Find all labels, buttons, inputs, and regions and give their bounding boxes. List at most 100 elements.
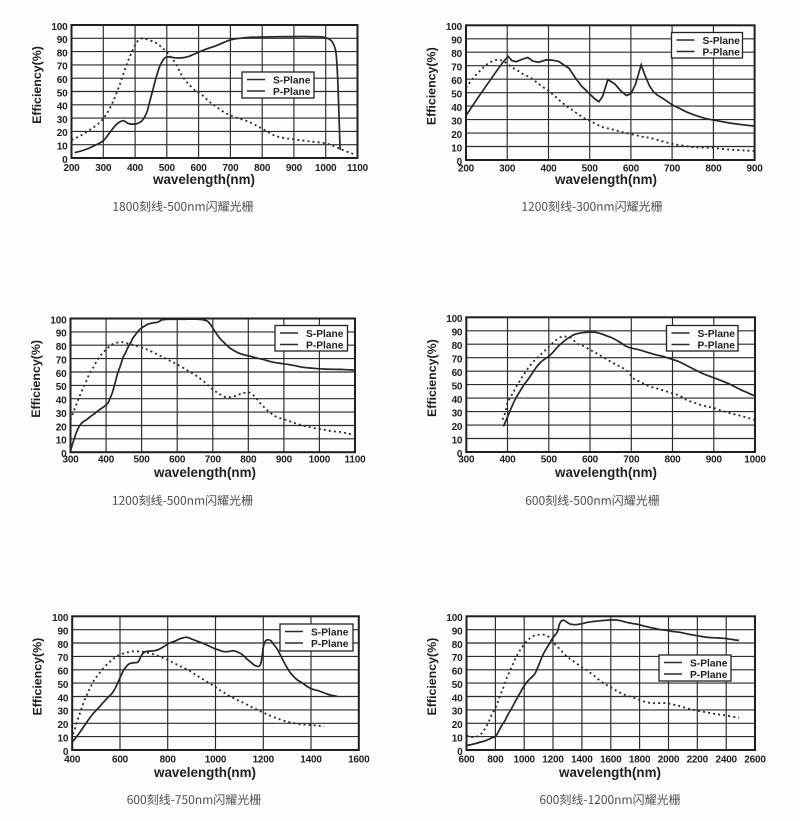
svg-text:800: 800 bbox=[254, 163, 271, 174]
svg-text:50: 50 bbox=[451, 90, 462, 101]
svg-text:40: 40 bbox=[452, 395, 463, 406]
svg-text:10: 10 bbox=[57, 733, 68, 744]
svg-text:60: 60 bbox=[451, 76, 462, 87]
svg-text:80: 80 bbox=[57, 640, 68, 651]
svg-text:300: 300 bbox=[62, 455, 79, 466]
svg-text:30: 30 bbox=[451, 116, 462, 127]
svg-text:1000: 1000 bbox=[315, 163, 337, 174]
svg-text:S-Plane: S-Plane bbox=[690, 658, 728, 669]
svg-text:P-Plane: P-Plane bbox=[703, 47, 741, 58]
svg-text:wavelength(nm): wavelength(nm) bbox=[153, 765, 256, 780]
svg-text:400: 400 bbox=[64, 755, 81, 766]
svg-text:900: 900 bbox=[747, 164, 764, 175]
svg-text:wavelength(nm): wavelength(nm) bbox=[554, 465, 657, 480]
svg-text:90: 90 bbox=[451, 36, 462, 47]
svg-text:S-Plane: S-Plane bbox=[273, 75, 311, 86]
svg-text:20: 20 bbox=[452, 720, 463, 731]
svg-text:Efficiency(%): Efficiency(%) bbox=[425, 638, 439, 716]
svg-text:100: 100 bbox=[51, 22, 68, 33]
svg-text:30: 30 bbox=[57, 707, 68, 718]
svg-text:600: 600 bbox=[582, 455, 599, 466]
svg-text:40: 40 bbox=[56, 396, 67, 407]
svg-text:10: 10 bbox=[56, 436, 67, 447]
svg-text:30: 30 bbox=[452, 707, 463, 718]
svg-text:wavelength(nm): wavelength(nm) bbox=[153, 465, 256, 480]
svg-text:S-Plane: S-Plane bbox=[311, 627, 349, 638]
svg-text:1200: 1200 bbox=[542, 755, 564, 766]
svg-text:S-Plane: S-Plane bbox=[306, 329, 344, 340]
svg-text:60: 60 bbox=[452, 368, 463, 379]
svg-text:800: 800 bbox=[487, 755, 504, 766]
svg-text:800: 800 bbox=[160, 755, 177, 766]
svg-text:90: 90 bbox=[452, 627, 463, 638]
svg-text:80: 80 bbox=[451, 49, 462, 60]
svg-text:10: 10 bbox=[452, 733, 463, 744]
svg-text:S-Plane: S-Plane bbox=[698, 329, 736, 340]
svg-text:2400: 2400 bbox=[715, 755, 737, 766]
svg-text:400: 400 bbox=[499, 455, 516, 466]
svg-text:70: 70 bbox=[452, 355, 463, 366]
svg-text:wavelength(nm): wavelength(nm) bbox=[554, 172, 657, 187]
svg-text:P-Plane: P-Plane bbox=[306, 340, 344, 351]
svg-text:1200: 1200 bbox=[253, 755, 275, 766]
svg-text:10: 10 bbox=[57, 142, 68, 153]
svg-text:700: 700 bbox=[205, 455, 222, 466]
svg-text:Efficiency(%): Efficiency(%) bbox=[425, 339, 439, 417]
svg-text:0: 0 bbox=[457, 449, 463, 460]
svg-text:1000: 1000 bbox=[744, 455, 766, 466]
svg-text:800: 800 bbox=[664, 455, 681, 466]
svg-text:50: 50 bbox=[57, 680, 68, 691]
svg-text:500: 500 bbox=[541, 455, 558, 466]
svg-text:600: 600 bbox=[169, 455, 186, 466]
svg-text:2600: 2600 bbox=[744, 755, 766, 766]
svg-text:80: 80 bbox=[57, 48, 68, 59]
svg-text:70: 70 bbox=[57, 62, 68, 73]
svg-text:30: 30 bbox=[56, 409, 67, 420]
svg-text:10: 10 bbox=[452, 435, 463, 446]
svg-text:Efficiency(%): Efficiency(%) bbox=[31, 638, 45, 716]
svg-text:200: 200 bbox=[458, 164, 475, 175]
svg-text:600: 600 bbox=[112, 755, 129, 766]
svg-text:80: 80 bbox=[452, 341, 463, 352]
svg-text:90: 90 bbox=[56, 329, 67, 340]
svg-text:500: 500 bbox=[134, 455, 151, 466]
svg-text:20: 20 bbox=[56, 422, 67, 433]
svg-text:70: 70 bbox=[56, 355, 67, 366]
svg-text:P-Plane: P-Plane bbox=[690, 670, 728, 681]
svg-text:0: 0 bbox=[63, 747, 69, 758]
svg-text:Efficiency(%): Efficiency(%) bbox=[425, 47, 439, 125]
svg-text:100: 100 bbox=[50, 315, 67, 326]
svg-text:70: 70 bbox=[57, 653, 68, 664]
svg-text:60: 60 bbox=[452, 667, 463, 678]
svg-text:40: 40 bbox=[57, 693, 68, 704]
svg-text:2200: 2200 bbox=[687, 755, 709, 766]
svg-text:wavelength(nm): wavelength(nm) bbox=[152, 172, 255, 187]
svg-text:600: 600 bbox=[191, 163, 208, 174]
svg-text:700: 700 bbox=[222, 163, 239, 174]
svg-text:40: 40 bbox=[452, 693, 463, 704]
svg-text:1000: 1000 bbox=[513, 755, 535, 766]
svg-text:400: 400 bbox=[98, 455, 115, 466]
svg-text:50: 50 bbox=[452, 381, 463, 392]
svg-text:300: 300 bbox=[458, 455, 475, 466]
svg-text:300: 300 bbox=[499, 164, 516, 175]
svg-text:50: 50 bbox=[56, 382, 67, 393]
svg-text:20: 20 bbox=[57, 128, 68, 139]
svg-text:100: 100 bbox=[446, 22, 463, 33]
svg-text:100: 100 bbox=[52, 613, 69, 624]
svg-text:1400: 1400 bbox=[300, 755, 322, 766]
svg-text:P-Plane: P-Plane bbox=[273, 87, 311, 98]
svg-text:10: 10 bbox=[451, 143, 462, 154]
svg-text:40: 40 bbox=[451, 103, 462, 114]
svg-text:80: 80 bbox=[452, 640, 463, 651]
svg-text:90: 90 bbox=[57, 627, 68, 638]
svg-text:70: 70 bbox=[451, 63, 462, 74]
svg-text:90: 90 bbox=[57, 35, 68, 46]
svg-text:60: 60 bbox=[56, 369, 67, 380]
svg-text:800: 800 bbox=[240, 455, 257, 466]
svg-text:1000: 1000 bbox=[205, 755, 227, 766]
svg-text:500: 500 bbox=[159, 163, 176, 174]
svg-text:100: 100 bbox=[446, 314, 463, 325]
svg-text:20: 20 bbox=[57, 720, 68, 731]
svg-text:0: 0 bbox=[61, 449, 67, 460]
